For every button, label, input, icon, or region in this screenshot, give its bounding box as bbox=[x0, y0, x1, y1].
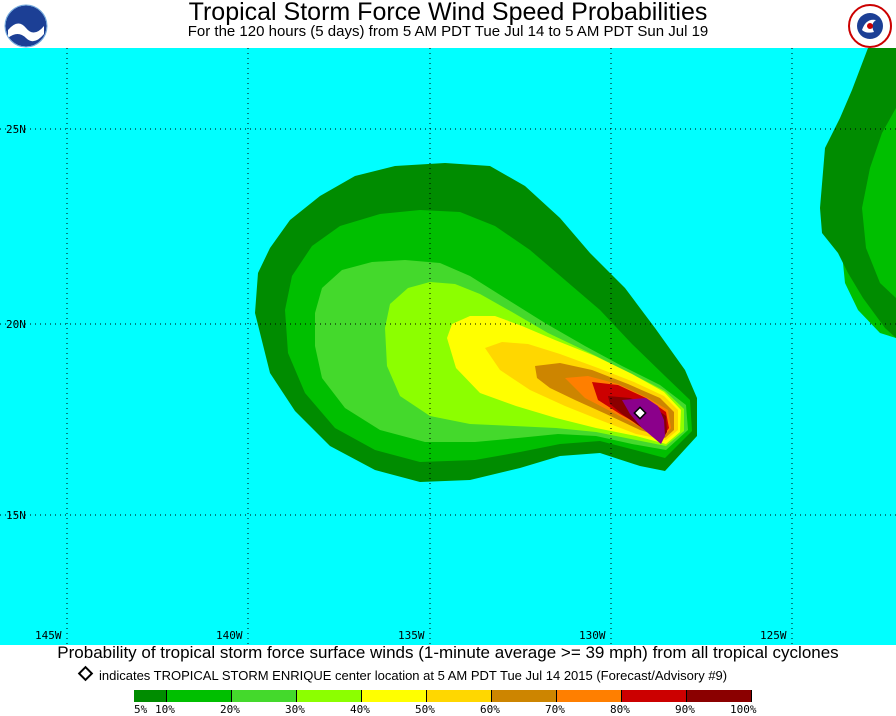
lon-label: 145W bbox=[35, 629, 62, 642]
nws-logo-icon bbox=[848, 4, 892, 48]
legend-label: 70% bbox=[545, 703, 565, 716]
lat-label: 15N bbox=[6, 509, 26, 522]
contour-100pct bbox=[622, 398, 665, 444]
legend-label: 40% bbox=[350, 703, 370, 716]
legend-swatch bbox=[297, 690, 362, 702]
page-title: Tropical Storm Force Wind Speed Probabil… bbox=[188, 0, 708, 26]
lat-label: 20N bbox=[6, 318, 26, 331]
legend-label: 30% bbox=[285, 703, 305, 716]
legend-label: 90% bbox=[675, 703, 695, 716]
legend-swatch bbox=[232, 690, 297, 702]
lon-label: 140W bbox=[216, 629, 243, 642]
legend-label: 10% bbox=[155, 703, 175, 716]
legend-swatch bbox=[492, 690, 557, 702]
page-subtitle: For the 120 hours (5 days) from 5 AM PDT… bbox=[187, 23, 709, 40]
probability-map: 25N 20N 15N 145W 140W 135W 130W 125W bbox=[0, 48, 896, 645]
legend-swatch bbox=[167, 690, 232, 702]
legend-label: 50% bbox=[415, 703, 435, 716]
lon-label: 135W bbox=[398, 629, 425, 642]
legend-swatch bbox=[134, 690, 167, 702]
storm-center-note-text: indicates TROPICAL STORM ENRIQUE center … bbox=[99, 668, 728, 683]
legend-swatch bbox=[687, 690, 752, 702]
map-caption: Probability of tropical storm force surf… bbox=[57, 643, 839, 662]
legend-swatch bbox=[362, 690, 427, 702]
lon-label: 125W bbox=[760, 629, 787, 642]
legend-label: 100% bbox=[730, 703, 757, 716]
header: Tropical Storm Force Wind Speed Probabil… bbox=[0, 0, 896, 48]
probability-legend: 5% 10% 20% 30% 40% 50% 60% 70% 80% 90% 100% bbox=[134, 690, 757, 716]
noaa-logo-icon bbox=[4, 4, 48, 48]
legend-label: 60% bbox=[480, 703, 500, 716]
legend-swatch bbox=[622, 690, 687, 702]
legend-label: 80% bbox=[610, 703, 630, 716]
legend-label: 20% bbox=[220, 703, 240, 716]
diamond-marker-icon bbox=[77, 665, 94, 682]
legend-color-bar bbox=[134, 690, 752, 702]
legend-swatch bbox=[427, 690, 492, 702]
legend-swatch bbox=[557, 690, 622, 702]
lon-label: 130W bbox=[579, 629, 606, 642]
storm-center-diamond-icon bbox=[633, 406, 647, 420]
storm-center-note: indicates TROPICAL STORM ENRIQUE center … bbox=[77, 665, 728, 683]
legend-label: 5% bbox=[134, 703, 148, 716]
lat-label: 25N bbox=[6, 123, 26, 136]
eastern-storm-10pct-inner bbox=[862, 108, 896, 298]
